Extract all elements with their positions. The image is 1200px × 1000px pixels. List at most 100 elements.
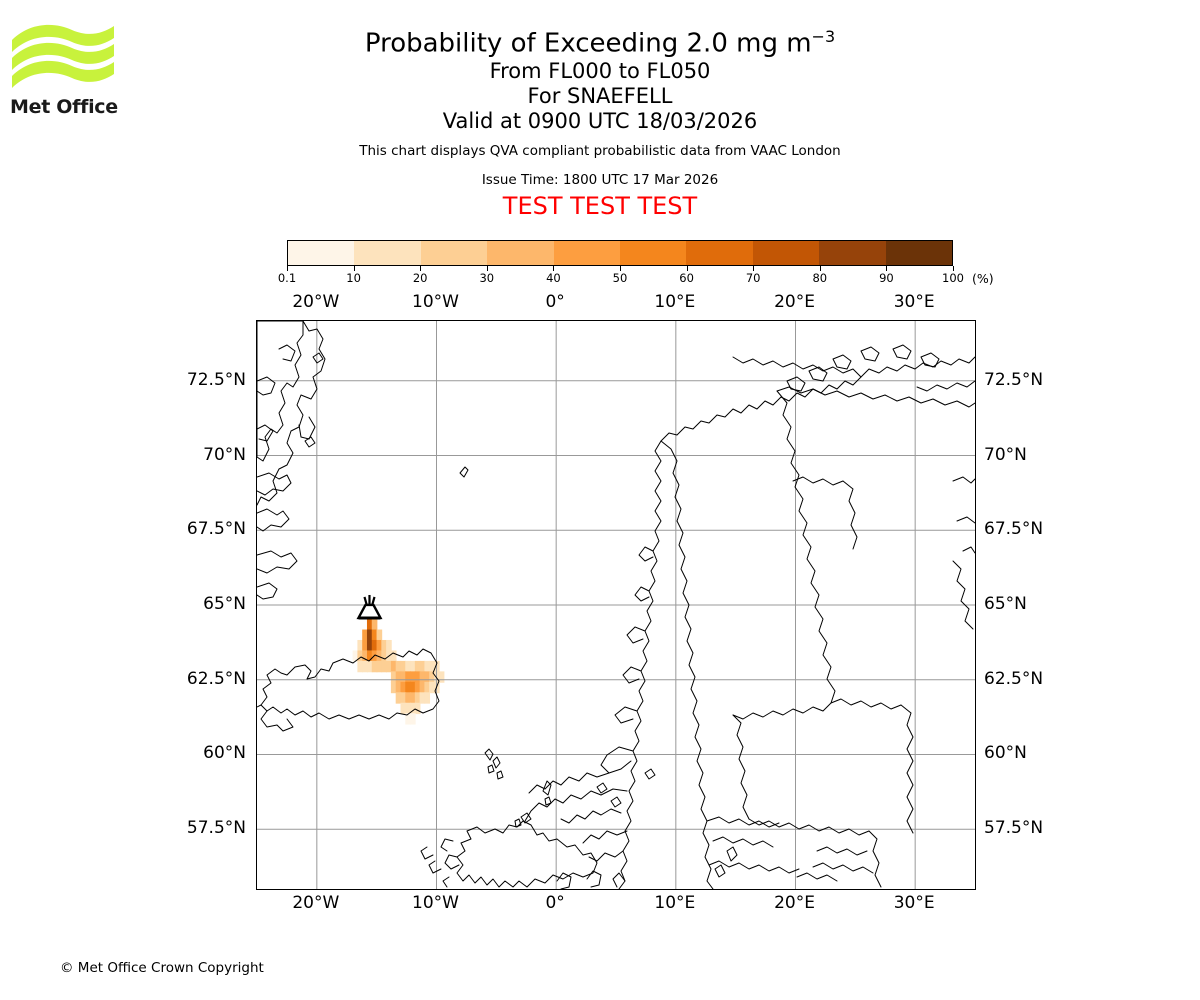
probability-cell: [424, 671, 431, 683]
probability-cell: [414, 660, 421, 673]
latitude-tick-label: 62.5°N: [186, 668, 246, 689]
probability-cell: [381, 650, 387, 662]
probability-cell: [395, 671, 402, 683]
probability-cell: [357, 660, 364, 673]
probability-cell: [400, 660, 407, 673]
probability-cell: [429, 681, 435, 694]
colorbar-segment: [819, 241, 886, 265]
probability-cell: [366, 660, 373, 673]
colorbar-segment: [487, 241, 554, 265]
latitude-tick-label: 65°N: [203, 594, 246, 614]
longitude-tick-label: 30°E: [893, 292, 935, 312]
probability-cell: [390, 681, 397, 694]
probability-cell: [414, 671, 421, 683]
qva-compliance-note: This chart displays QVA compliant probab…: [359, 142, 841, 159]
probability-cell: [386, 660, 392, 673]
probability-cell: [362, 629, 368, 641]
subtitle-flight-levels: From FL000 to FL050: [489, 58, 711, 83]
longitude-tick-label: 30°E: [893, 893, 935, 913]
met-office-logo: Met Office: [10, 20, 120, 118]
colorbar-segment: [553, 241, 621, 265]
probability-cell: [400, 681, 407, 694]
probability-cell: [371, 619, 378, 631]
colorbar-tick-label: 90: [879, 271, 894, 285]
probability-cell: [438, 671, 445, 683]
latitude-tick-label: 67.5°N: [984, 519, 1044, 540]
ash-probability-cells: [352, 619, 445, 725]
probability-cell: [357, 639, 364, 652]
longitude-tick-label: 20°W: [292, 292, 340, 312]
colorbar-tick: [886, 266, 888, 271]
probability-cell: [410, 692, 416, 704]
probability-cell: [419, 660, 426, 673]
volcano-cone-icon: [356, 603, 383, 620]
latitude-tick-label: 70°N: [203, 444, 246, 465]
longitude-tick-label: 20°E: [774, 893, 815, 913]
probability-cell: [390, 671, 397, 683]
probability-cell: [366, 650, 373, 662]
colorbar-segment: [620, 241, 687, 265]
probability-cell: [366, 629, 373, 641]
probability-cell: [376, 629, 383, 641]
probability-cell: [371, 639, 378, 652]
probability-cell: [381, 639, 387, 652]
latitude-tick-label: 60°N: [203, 743, 246, 764]
map-canvas: [257, 321, 975, 889]
colorbar-tick: [753, 266, 755, 271]
colorbar-tick-label: 10: [346, 271, 361, 285]
probability-cell: [381, 660, 387, 673]
colorbar-gradient: [287, 240, 953, 266]
probability-cell: [405, 681, 411, 694]
probability-cell: [410, 681, 416, 694]
probability-cell: [424, 681, 431, 694]
colorbar-tick-label: 30: [479, 271, 495, 285]
map-plot-area[interactable]: [256, 320, 976, 890]
colorbar-segment: [752, 241, 820, 265]
colorbar-tick-label: 0.1: [277, 271, 297, 285]
probability-cell: [400, 671, 407, 683]
longitude-tick-label: 0°: [545, 292, 565, 312]
page-title: Probability of Exceeding 2.0 mg m−3: [0, 22, 1200, 59]
colorbar-tick-label: 50: [612, 271, 628, 285]
colorbar-segment: [288, 241, 355, 265]
colorbar-tick-label: 100: [942, 271, 964, 285]
page-title-exponent: −3: [811, 27, 836, 46]
longitude-tick-label: 10°W: [412, 893, 459, 913]
colorbar-tick: [553, 266, 555, 271]
probability-cell: [390, 650, 397, 662]
probability-cell: [410, 671, 416, 683]
subtitle-volcano-name: For SNAEFELL: [527, 83, 673, 108]
latitude-tick-label: 72.5°N: [984, 369, 1044, 390]
latitude-tick-label: 67.5°N: [186, 519, 246, 540]
probability-cell: [366, 619, 373, 631]
probability-cell: [362, 650, 368, 662]
probability-cell: [419, 681, 426, 694]
probability-cell: [429, 671, 435, 683]
volcano-marker-snaefell[interactable]: [356, 594, 383, 620]
colorbar-segment: [354, 241, 421, 265]
probability-cell: [405, 713, 411, 725]
probability-cell: [414, 681, 421, 694]
colorbar-tick-label: 40: [546, 271, 561, 285]
longitude-tick-label: 20°E: [774, 292, 815, 312]
colorbar: 0.1 10 20 30 40 50 60 70 80 90 100: [278, 240, 964, 285]
colorbar-tick: [686, 266, 688, 271]
colorbar-tick: [620, 266, 621, 271]
probability-cell: [410, 713, 416, 725]
latitude-tick-label: 62.5°N: [984, 668, 1044, 689]
longitude-tick-label: 10°E: [654, 893, 696, 913]
latitude-tick-label: 60°N: [984, 743, 1027, 764]
latitude-tick-label: 57.5°N: [984, 818, 1044, 839]
probability-cell: [414, 692, 421, 704]
probability-cell: [410, 702, 416, 715]
colorbar-segment: [885, 241, 953, 265]
probability-cell: [429, 660, 435, 673]
probability-cell: [419, 671, 426, 683]
colorbar-tick-label: 20: [412, 271, 428, 285]
issue-time-label: Issue Time: 1800 UTC 17 Mar 2026: [481, 171, 719, 188]
probability-cell: [376, 650, 383, 662]
probability-cell: [424, 692, 431, 704]
probability-cell: [395, 681, 402, 694]
probability-cell: [405, 692, 411, 704]
probability-cell: [362, 639, 368, 652]
